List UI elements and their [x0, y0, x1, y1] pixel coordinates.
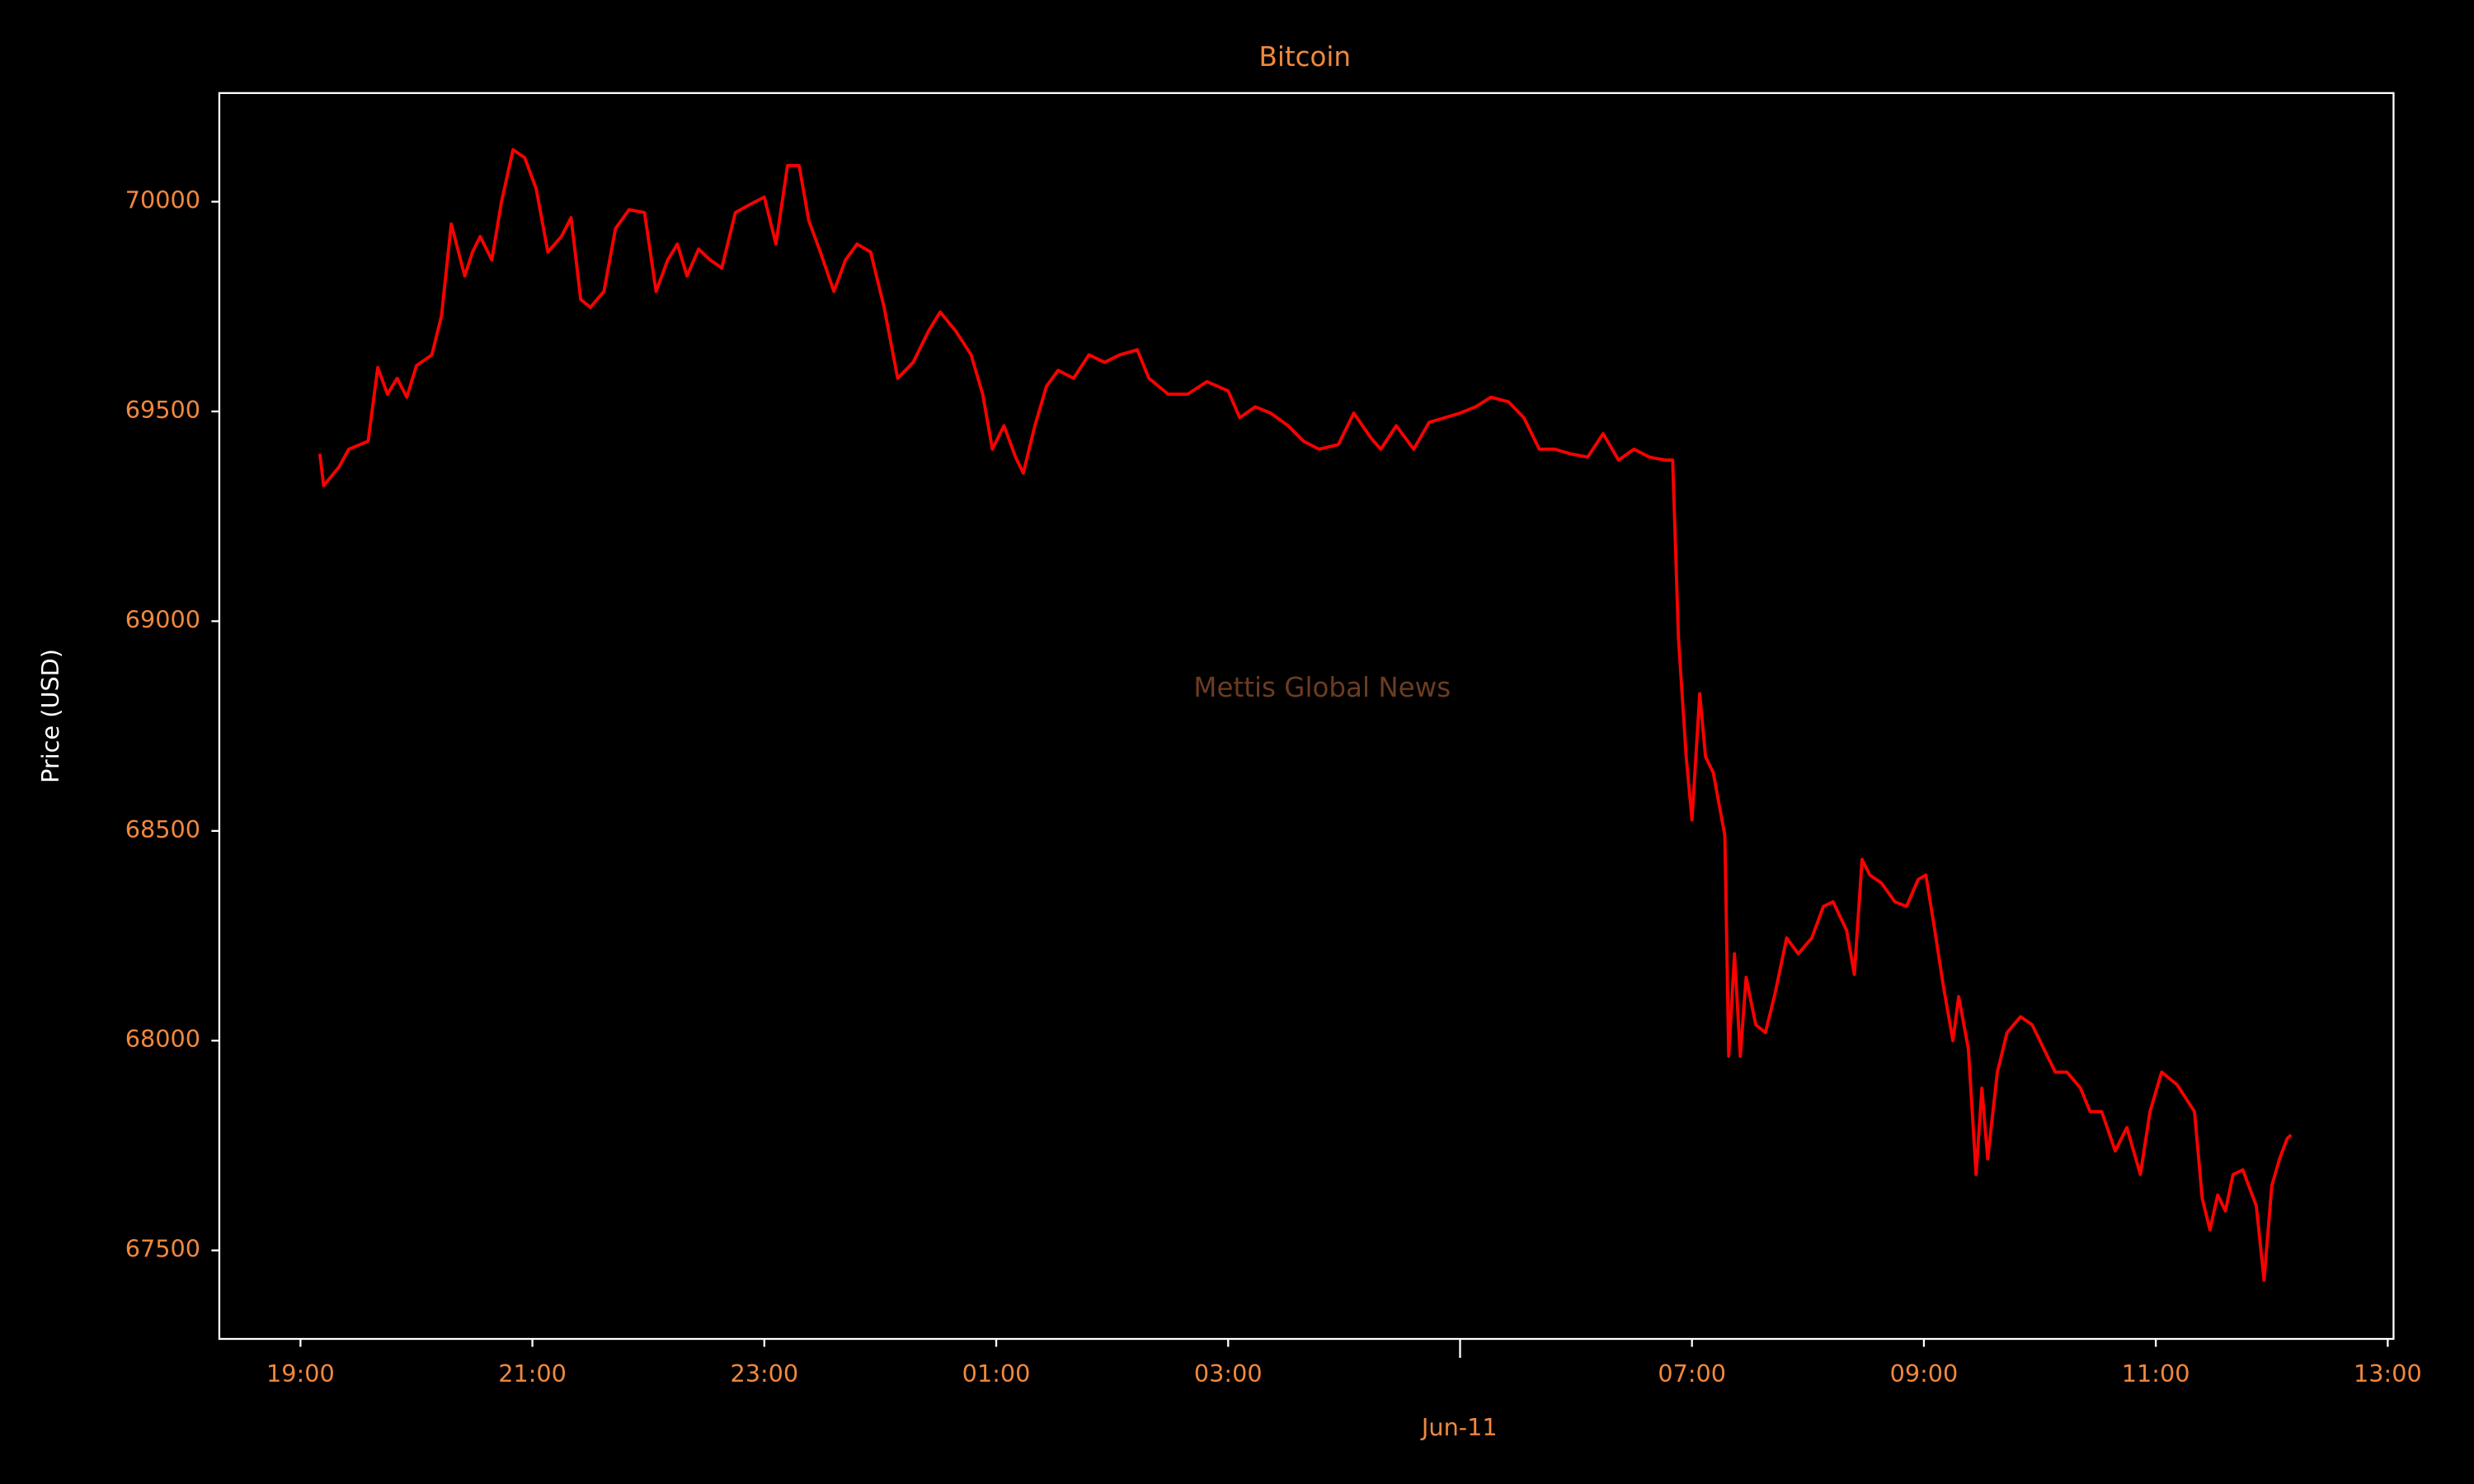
x-tick-label: 19:00	[266, 1360, 335, 1388]
chart-title: Bitcoin	[1259, 41, 1352, 73]
y-tick-label: 67500	[125, 1235, 200, 1263]
x-tick-label: 07:00	[1658, 1360, 1726, 1388]
plot-frame	[218, 92, 2395, 1341]
y-axis-label: Price (USD)	[36, 649, 64, 783]
y-tick-label: 69000	[125, 605, 200, 633]
y-tick-label: 69500	[125, 396, 200, 424]
x-tick-label: 03:00	[1194, 1360, 1263, 1388]
y-tick-label: 70000	[125, 186, 200, 214]
x-axis-label: Jun-11	[1420, 1413, 1498, 1441]
price-line	[317, 148, 2293, 1282]
x-tick-label: 13:00	[2354, 1360, 2422, 1388]
x-tick-label: 11:00	[2122, 1360, 2190, 1388]
x-tick-label: 23:00	[730, 1360, 798, 1388]
y-tick-label: 68000	[125, 1025, 200, 1053]
x-tick-label: 09:00	[1890, 1360, 1959, 1388]
x-tick-label: 21:00	[498, 1360, 567, 1388]
y-tick-label: 68500	[125, 815, 200, 843]
x-tick-label: 01:00	[962, 1360, 1031, 1388]
watermark: Mettis Global News	[1193, 672, 1451, 703]
